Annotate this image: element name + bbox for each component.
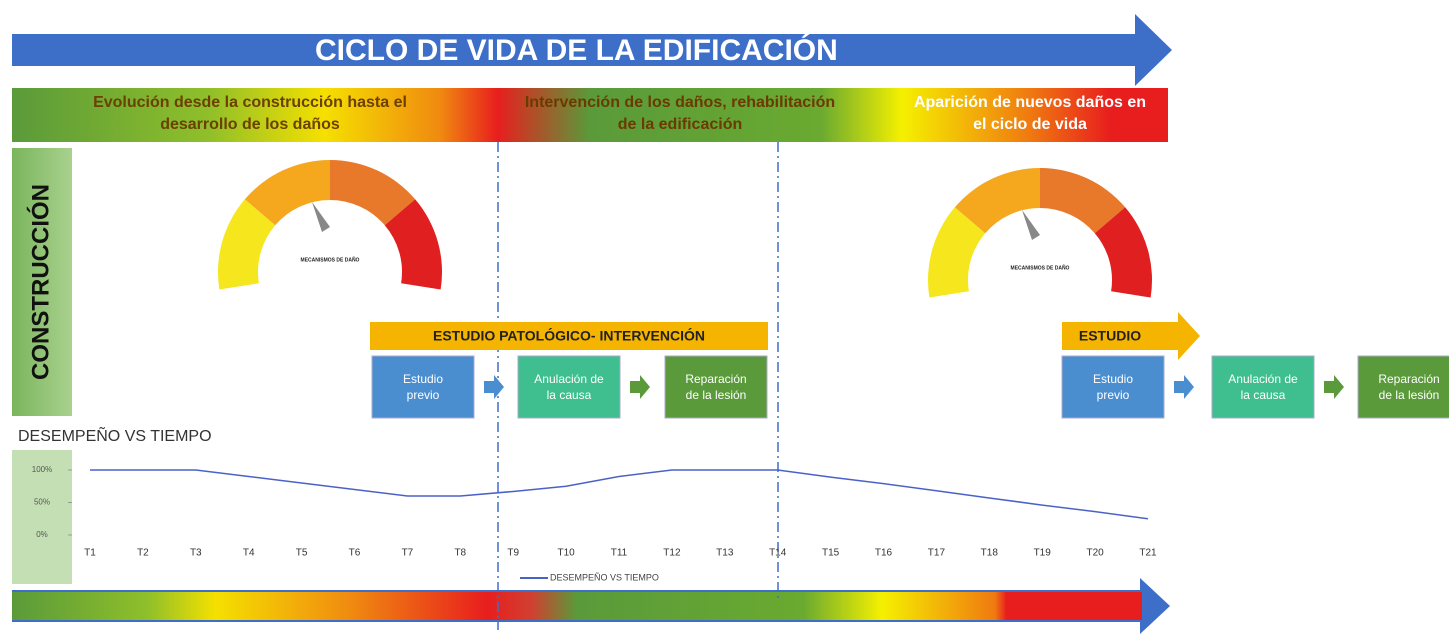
step-text: Anulación de <box>1228 372 1298 386</box>
step-box <box>665 356 767 418</box>
gauge-needle <box>1022 210 1040 240</box>
diagram: CICLO DE VIDA DE LA EDIFICACIÓN CONSTRUC… <box>0 0 1449 634</box>
phase-text: Aparición de nuevos daños en <box>914 94 1146 111</box>
step-box <box>1358 356 1449 418</box>
step-text: previo <box>407 388 440 402</box>
x-tick-label: T15 <box>822 548 840 559</box>
x-tick-label: T13 <box>716 548 734 559</box>
phase-text: Intervención de los daños, rehabilitació… <box>525 94 835 111</box>
x-tick-label: T9 <box>507 548 519 559</box>
phase-text: el ciclo de vida <box>973 116 1087 133</box>
gauge-needle <box>312 202 330 232</box>
x-tick-label: T6 <box>349 548 361 559</box>
series-line <box>90 470 1148 519</box>
study-title: ESTUDIO PATOLÓGICO- INTERVENCIÓN <box>433 327 705 344</box>
x-tick-label: T11 <box>611 548 628 559</box>
phase-text: Evolución desde la construcción hasta el <box>93 94 407 111</box>
side-label: CONSTRUCCIÓN <box>26 184 54 380</box>
phase-text: desarrollo de los daños <box>160 116 340 133</box>
x-tick-label: T20 <box>1086 548 1104 559</box>
x-tick-label: T7 <box>402 548 414 559</box>
step-text: Estudio <box>1093 372 1133 386</box>
gauge-label: MECANISMOS DE DAÑO <box>1011 264 1070 271</box>
step-text: la causa <box>547 388 592 402</box>
bottom-band <box>12 592 1142 620</box>
phase-text: de la edificación <box>618 116 742 133</box>
x-tick-label: T18 <box>981 548 999 559</box>
title: CICLO DE VIDA DE LA EDIFICACIÓN <box>315 33 838 67</box>
study-title: ESTUDIO <box>1079 328 1141 344</box>
step-text: Reparación <box>685 372 746 386</box>
step-text: de la lesión <box>1379 388 1440 402</box>
x-tick-label: T12 <box>663 548 681 559</box>
step-arrow <box>1174 375 1194 399</box>
step-text: previo <box>1097 388 1130 402</box>
y-tick-label: 50% <box>34 498 50 507</box>
x-tick-label: T8 <box>454 548 466 559</box>
x-tick-label: T16 <box>875 548 893 559</box>
x-tick-label: T1 <box>84 548 96 559</box>
x-tick-label: T5 <box>296 548 308 559</box>
step-box <box>372 356 474 418</box>
x-tick-label: T19 <box>1034 548 1052 559</box>
y-tick-label: 100% <box>32 465 52 474</box>
x-tick-label: T14 <box>769 548 787 559</box>
step-arrow <box>630 375 650 399</box>
x-tick-label: T4 <box>243 548 255 559</box>
step-arrow <box>1324 375 1344 399</box>
step-box <box>1062 356 1164 418</box>
step-box <box>518 356 620 418</box>
step-arrow <box>484 375 504 399</box>
x-tick-label: T10 <box>557 548 575 559</box>
x-tick-label: T2 <box>137 548 149 559</box>
step-text: de la lesión <box>686 388 747 402</box>
gauge-label: MECANISMOS DE DAÑO <box>301 256 360 263</box>
step-text: Estudio <box>403 372 443 386</box>
x-tick-label: T17 <box>928 548 946 559</box>
step-text: Anulación de <box>534 372 604 386</box>
x-tick-label: T3 <box>190 548 202 559</box>
step-text: la causa <box>1241 388 1286 402</box>
chart-title: DESEMPEÑO VS TIEMPO <box>18 425 212 445</box>
step-text: Reparación <box>1378 372 1439 386</box>
y-tick-label: 0% <box>36 530 48 539</box>
legend-label: DESEMPEÑO VS TIEMPO <box>550 572 659 582</box>
x-tick-label: T21 <box>1139 548 1157 559</box>
step-box <box>1212 356 1314 418</box>
